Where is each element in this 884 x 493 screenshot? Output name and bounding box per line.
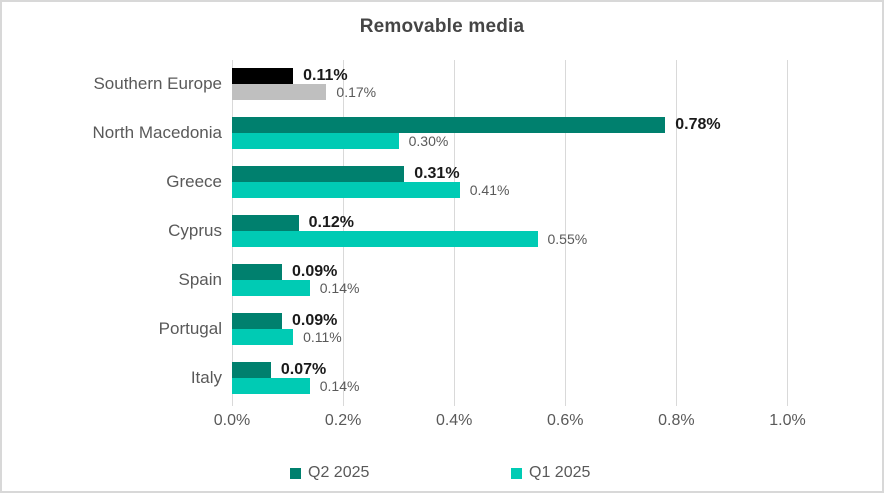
gridline — [565, 60, 567, 402]
legend-label: Q2 2025 — [308, 464, 370, 481]
gridline — [787, 60, 789, 402]
axis-tick-mark — [787, 402, 789, 406]
data-label: 0.12% — [308, 214, 355, 231]
data-label: 0.11% — [303, 67, 348, 85]
x-axis-tick-label: 1.0% — [769, 412, 806, 429]
data-label: 0.09% — [291, 262, 338, 280]
data-label: 0.14% — [319, 279, 360, 296]
bar-q1-2025 — [232, 231, 538, 247]
axis-tick-mark — [676, 402, 678, 406]
data-label: 0.78% — [675, 116, 721, 134]
x-axis-tick-label: 0.6% — [547, 412, 584, 429]
axis-tick-mark — [454, 402, 456, 406]
x-axis-tick-label: 0.0% — [213, 412, 251, 429]
bar-q1-2025 — [232, 328, 294, 345]
category-label: Southern Europe — [93, 74, 222, 94]
x-axis-tick-label: 0.2% — [324, 412, 362, 429]
category-label: North Macedonia — [92, 123, 222, 143]
category-label: Portugal — [158, 318, 222, 338]
x-axis-tick-label: 0.8% — [658, 412, 695, 429]
bar-q2-2025 — [232, 215, 299, 231]
bar-q1-2025 — [232, 182, 460, 199]
legend-swatch-icon — [290, 467, 301, 479]
bar-q1-2025 — [232, 377, 310, 394]
category-label: Cyprus — [168, 221, 222, 240]
data-label: 0.55% — [547, 231, 588, 247]
bar-q1-2025 — [232, 279, 310, 296]
category-label: Greece — [166, 172, 222, 192]
gridline — [676, 60, 678, 402]
bar-q2-2025 — [232, 361, 271, 378]
bar-q1-2025 — [232, 133, 399, 150]
data-label: 0.09% — [291, 311, 338, 329]
data-label: 0.11% — [303, 328, 342, 345]
legend-item-q2-2025: Q2 2025 — [290, 464, 369, 482]
bar-q2-2025 — [232, 312, 282, 329]
x-axis-tick-label: 0.4% — [435, 412, 473, 429]
axis-tick-mark — [343, 402, 345, 406]
axis-tick-mark — [232, 402, 233, 406]
axis-tick-mark — [565, 402, 567, 406]
bar-q1-2025 — [232, 84, 327, 101]
bar-q2-2025 — [232, 68, 294, 85]
category-label: Spain — [178, 269, 222, 289]
category-label: Italy — [190, 367, 222, 387]
data-label: 0.07% — [280, 360, 327, 378]
legend-label: Q1 2025 — [529, 464, 591, 481]
data-label: 0.30% — [408, 133, 449, 150]
bar-q2-2025 — [232, 166, 405, 183]
bar-q2-2025 — [232, 117, 666, 134]
data-label: 0.31% — [414, 165, 460, 183]
legend-swatch-icon — [511, 467, 522, 479]
data-label: 0.17% — [336, 84, 377, 101]
chart-title: Removable media — [359, 16, 525, 37]
plot-area: 0.11% 0.17% 0.78% 0.30% 0.31% 0.41% 0.12% 0.55%… — [232, 60, 843, 406]
bar-q2-2025 — [232, 263, 282, 280]
legend-item-q1-2025: Q1 2025 — [511, 464, 590, 482]
data-label: 0.41% — [469, 182, 510, 199]
data-label: 0.14% — [319, 377, 360, 394]
